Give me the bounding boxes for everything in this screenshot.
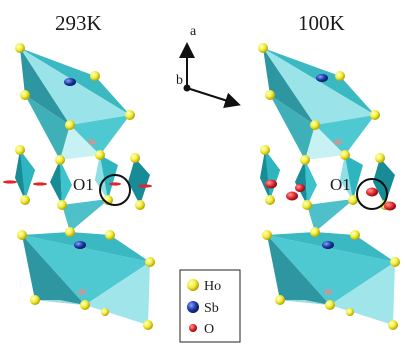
sb-atom-100k-top	[316, 74, 328, 82]
legend-item-o: O	[189, 322, 214, 337]
o1-label-100k: O1	[330, 175, 351, 194]
atom-legend: Ho Sb O	[179, 269, 241, 343]
polyhedron-chain-100k	[260, 48, 395, 325]
legend-sb-label: Sb	[204, 301, 219, 316]
legend-sb-swatch	[187, 301, 199, 313]
temperature-label-293k: 293K	[55, 11, 102, 35]
ho-atoms-293k	[15, 43, 155, 330]
o1-site-circle-100k	[356, 178, 388, 210]
panel-293k: 293K	[3, 11, 155, 330]
axis-b-label: b	[176, 73, 183, 88]
sb-atom-293k-top	[64, 78, 76, 86]
o1-site-circle-293k	[99, 174, 131, 206]
legend-o-label: O	[204, 322, 214, 337]
sb-atom-293k-bottom	[74, 241, 86, 249]
o-ellipsoids-100k	[265, 179, 396, 211]
legend-item-sb: Sb	[187, 301, 219, 316]
polyhedron-chain-293k	[15, 48, 150, 325]
legend-o-swatch	[189, 324, 197, 332]
o1-label-293k: O1	[73, 175, 94, 194]
axes-indicator: a b	[176, 24, 241, 108]
legend-ho-swatch	[187, 279, 199, 291]
axis-a-label: a	[190, 24, 197, 39]
sb-atom-100k-bottom	[322, 241, 334, 249]
o-ellipsoids-293k	[3, 180, 152, 188]
legend-ho-label: Ho	[204, 279, 221, 294]
panel-100k: 100K	[258, 11, 400, 330]
legend-item-ho: Ho	[187, 279, 221, 294]
temperature-label-100k: 100K	[298, 11, 345, 35]
